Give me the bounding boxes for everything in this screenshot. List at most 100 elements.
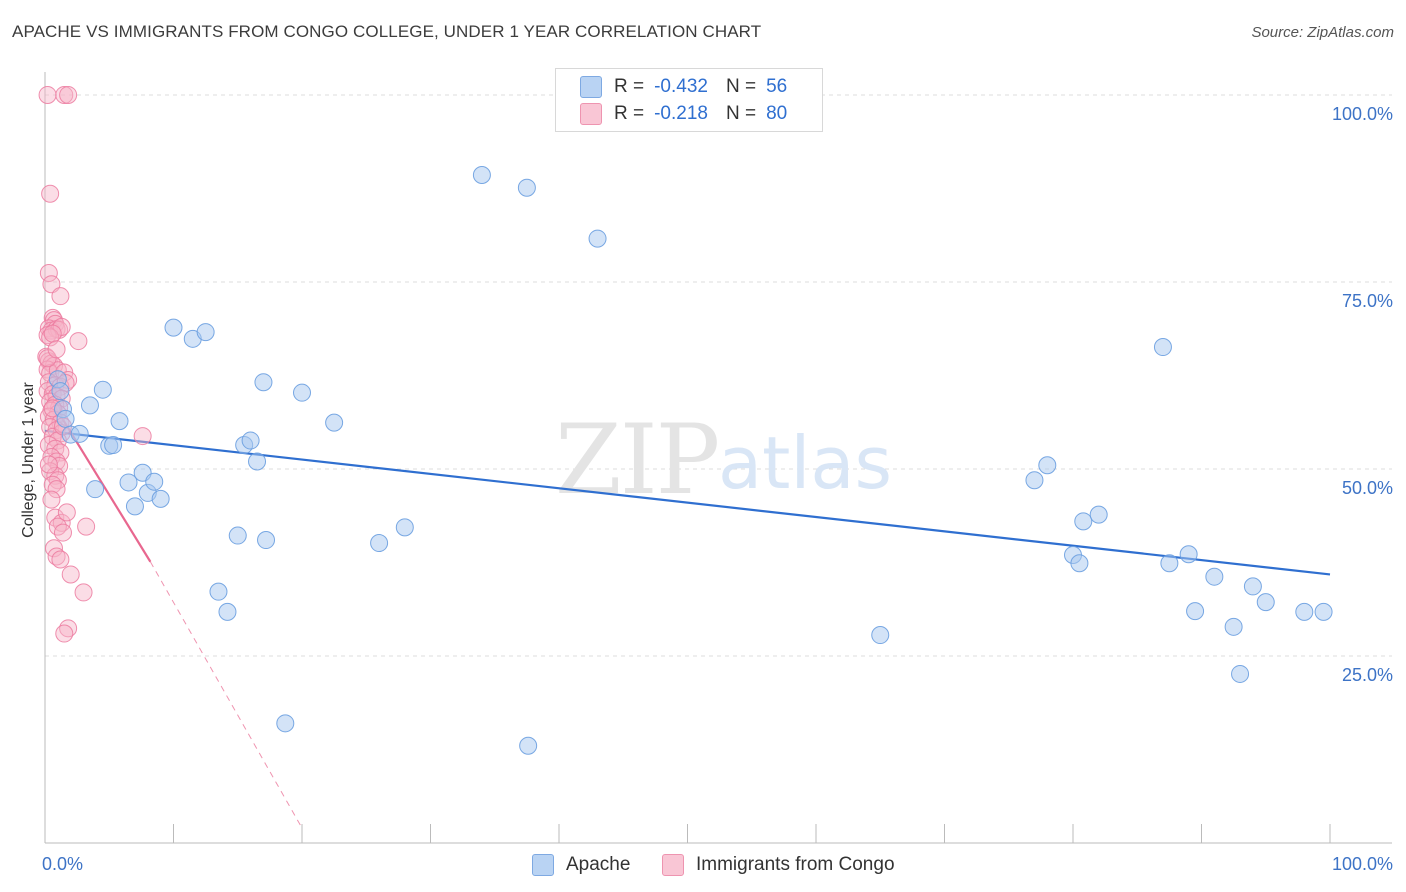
congo-point bbox=[59, 85, 78, 104]
congo-point bbox=[39, 455, 58, 474]
congo-point bbox=[77, 517, 96, 536]
apache-point bbox=[276, 714, 295, 733]
apache-point bbox=[51, 382, 70, 401]
apache-point bbox=[1038, 456, 1057, 475]
congo-point bbox=[42, 275, 61, 294]
stats-legend: R = -0.432 N = 56 R = -0.218 N = 80 bbox=[555, 68, 823, 132]
apache-point bbox=[1231, 664, 1250, 683]
watermark-zip: ZIP bbox=[555, 404, 718, 516]
axes bbox=[44, 72, 1392, 844]
congo-legend-label: Immigrants from Congo bbox=[696, 854, 895, 875]
y-axis-label-group: College, Under 1 year bbox=[20, 382, 37, 538]
apache-point bbox=[56, 409, 75, 428]
apache-point bbox=[1314, 602, 1333, 621]
congo-trend-extension bbox=[149, 561, 303, 829]
apache-n-value: 56 bbox=[766, 76, 788, 97]
congo-swatch bbox=[580, 103, 602, 125]
apache-point bbox=[196, 323, 215, 342]
apache-point bbox=[1160, 554, 1179, 573]
y-tick-label: 75.0% bbox=[1342, 291, 1393, 311]
congo-legend-swatch bbox=[662, 854, 684, 876]
apache-point bbox=[241, 431, 260, 450]
congo-point bbox=[47, 480, 66, 499]
congo-point bbox=[43, 324, 62, 343]
apache-point bbox=[151, 489, 170, 508]
apache-point bbox=[104, 436, 123, 455]
legend-item-congo: Immigrants from Congo bbox=[662, 852, 895, 878]
apache-point bbox=[1186, 602, 1205, 621]
congo-point bbox=[61, 565, 80, 584]
apache-point bbox=[395, 518, 414, 537]
apache-point bbox=[1153, 338, 1172, 357]
apache-point bbox=[110, 412, 129, 431]
apache-point bbox=[125, 497, 144, 516]
apache-point bbox=[254, 373, 273, 392]
congo-point bbox=[52, 317, 71, 336]
apache-point bbox=[257, 531, 276, 550]
apache-legend-label: Apache bbox=[566, 854, 631, 875]
apache-point bbox=[588, 229, 607, 248]
apache-point bbox=[119, 473, 138, 492]
chart-title: APACHE VS IMMIGRANTS FROM CONGO COLLEGE,… bbox=[12, 22, 762, 41]
apache-point bbox=[145, 472, 164, 491]
x-tick-label: 0.0% bbox=[42, 854, 83, 874]
congo-point bbox=[55, 624, 74, 643]
congo-point bbox=[41, 184, 60, 203]
legend-item-apache: Apache bbox=[532, 852, 630, 878]
congo-point bbox=[57, 503, 76, 522]
apache-r-value: -0.432 bbox=[654, 76, 708, 97]
apache-point bbox=[70, 424, 89, 443]
congo-n-value: 80 bbox=[766, 103, 788, 124]
congo-r-label: R = bbox=[614, 103, 645, 124]
congo-point bbox=[133, 427, 152, 446]
congo-points bbox=[37, 85, 152, 643]
apache-point bbox=[1179, 545, 1198, 564]
apache-point bbox=[1070, 554, 1089, 573]
legend-row-apache: R = -0.432 N = 56 bbox=[580, 75, 787, 99]
apache-point bbox=[86, 480, 105, 499]
congo-point bbox=[42, 490, 61, 509]
congo-point bbox=[39, 263, 58, 282]
apache-point bbox=[517, 178, 536, 197]
apache-r-label: R = bbox=[614, 76, 645, 97]
apache-swatch bbox=[580, 76, 602, 98]
x-tick-label: 100.0% bbox=[1332, 854, 1393, 874]
congo-point bbox=[47, 340, 66, 359]
congo-point bbox=[38, 85, 57, 104]
apache-point bbox=[80, 396, 99, 415]
gridlines bbox=[45, 94, 1392, 657]
congo-point bbox=[51, 287, 70, 306]
congo-point bbox=[48, 517, 67, 536]
apache-point bbox=[1025, 471, 1044, 490]
apache-point bbox=[293, 383, 311, 402]
apache-point bbox=[1256, 593, 1275, 612]
y-tick-label: 50.0% bbox=[1342, 478, 1393, 498]
apache-point bbox=[218, 602, 237, 621]
apache-point bbox=[1074, 512, 1093, 531]
congo-n-label: N = bbox=[725, 103, 757, 124]
apache-point bbox=[209, 582, 228, 601]
congo-point bbox=[55, 85, 74, 104]
congo-point bbox=[69, 332, 88, 351]
source-label: Source: ZipAtlas.com bbox=[1251, 24, 1394, 41]
apache-point bbox=[325, 413, 344, 432]
apache-point bbox=[370, 534, 389, 553]
apache-point bbox=[871, 626, 890, 645]
apache-point bbox=[1089, 505, 1108, 524]
watermark: ZIP atlas bbox=[555, 404, 892, 516]
legend-row-congo: R = -0.218 N = 80 bbox=[580, 102, 787, 126]
congo-point bbox=[51, 443, 70, 462]
apache-point bbox=[1243, 577, 1262, 596]
congo-r-value: -0.218 bbox=[654, 103, 708, 124]
apache-point bbox=[248, 452, 267, 471]
y-tick-label: 25.0% bbox=[1342, 665, 1393, 685]
apache-n-label: N = bbox=[725, 76, 757, 97]
apache-legend-swatch bbox=[532, 854, 554, 876]
congo-point bbox=[53, 523, 72, 542]
apache-point bbox=[1295, 602, 1314, 621]
y-tick-labels: 100.0% 75.0% 50.0% 25.0% bbox=[1332, 104, 1393, 685]
apache-point bbox=[93, 380, 112, 399]
congo-point bbox=[74, 583, 93, 602]
x-tick-labels: 0.0% 100.0% bbox=[42, 854, 1393, 874]
